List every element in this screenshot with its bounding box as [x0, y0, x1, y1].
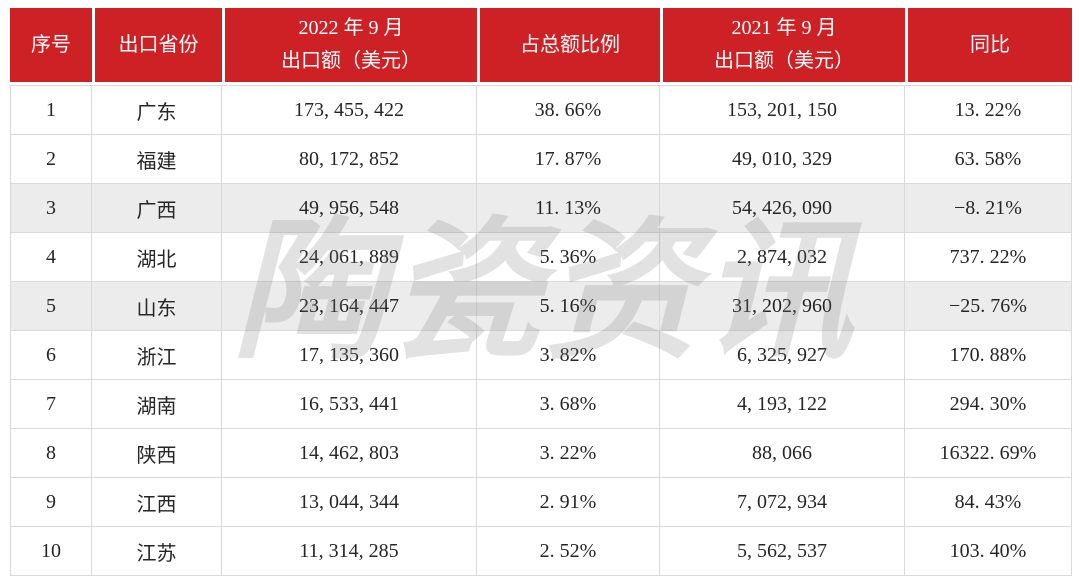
table-row: 8 陕西 14, 462, 803 3. 22% 88, 066 16322. … [10, 429, 1072, 478]
cell-share: 5. 16% [477, 282, 660, 331]
cell-share: 3. 22% [477, 429, 660, 478]
cell-seq: 1 [10, 85, 92, 135]
cell-export-2021: 6, 325, 927 [660, 331, 905, 380]
cell-share: 5. 36% [477, 233, 660, 282]
table-row: 1 广东 173, 455, 422 38. 66% 153, 201, 150… [10, 85, 1072, 135]
header-export-2022-line2: 出口额（美元） [281, 50, 421, 72]
table-body: 1 广东 173, 455, 422 38. 66% 153, 201, 150… [10, 85, 1072, 576]
cell-seq: 5 [10, 282, 92, 331]
table-header: 序号 出口省份 2022 年 9 月 出口额（美元） 占总额比例 2021 年 … [10, 8, 1072, 85]
cell-seq: 10 [10, 527, 92, 576]
cell-yoy: 294. 30% [905, 380, 1072, 429]
table-row: 4 湖北 24, 061, 889 5. 36% 2, 874, 032 737… [10, 233, 1072, 282]
cell-province: 江西 [92, 478, 222, 527]
cell-export-2022: 16, 533, 441 [222, 380, 477, 429]
cell-seq: 9 [10, 478, 92, 527]
cell-yoy: 103. 40% [905, 527, 1072, 576]
cell-share: 2. 91% [477, 478, 660, 527]
cell-export-2022: 49, 956, 548 [222, 184, 477, 233]
cell-yoy: 16322. 69% [905, 429, 1072, 478]
cell-yoy: 737. 22% [905, 233, 1072, 282]
header-export-2022: 2022 年 9 月 出口额（美元） [222, 8, 477, 85]
cell-seq: 8 [10, 429, 92, 478]
cell-province: 湖南 [92, 380, 222, 429]
cell-share: 17. 87% [477, 135, 660, 184]
header-row: 序号 出口省份 2022 年 9 月 出口额（美元） 占总额比例 2021 年 … [10, 8, 1072, 85]
cell-export-2021: 5, 562, 537 [660, 527, 905, 576]
header-export-2021-line2: 出口额（美元） [714, 50, 854, 72]
table-row: 10 江苏 11, 314, 285 2. 52% 5, 562, 537 10… [10, 527, 1072, 576]
header-export-2021-line1: 2021 年 9 月 [731, 17, 837, 39]
cell-province: 广西 [92, 184, 222, 233]
table-row: 6 浙江 17, 135, 360 3. 82% 6, 325, 927 170… [10, 331, 1072, 380]
cell-province: 福建 [92, 135, 222, 184]
cell-seq: 2 [10, 135, 92, 184]
cell-yoy: −25. 76% [905, 282, 1072, 331]
cell-seq: 7 [10, 380, 92, 429]
cell-export-2022: 13, 044, 344 [222, 478, 477, 527]
cell-export-2022: 24, 061, 889 [222, 233, 477, 282]
cell-export-2021: 88, 066 [660, 429, 905, 478]
cell-province: 江苏 [92, 527, 222, 576]
cell-share: 3. 68% [477, 380, 660, 429]
cell-share: 3. 82% [477, 331, 660, 380]
table-row: 3 广西 49, 956, 548 11. 13% 54, 426, 090 −… [10, 184, 1072, 233]
cell-export-2022: 14, 462, 803 [222, 429, 477, 478]
cell-export-2022: 173, 455, 422 [222, 85, 477, 135]
cell-export-2022: 80, 172, 852 [222, 135, 477, 184]
cell-province: 广东 [92, 85, 222, 135]
cell-export-2022: 17, 135, 360 [222, 331, 477, 380]
cell-export-2021: 54, 426, 090 [660, 184, 905, 233]
cell-yoy: 84. 43% [905, 478, 1072, 527]
header-province: 出口省份 [92, 8, 222, 85]
cell-share: 38. 66% [477, 85, 660, 135]
cell-export-2022: 11, 314, 285 [222, 527, 477, 576]
cell-province: 陕西 [92, 429, 222, 478]
cell-province: 湖北 [92, 233, 222, 282]
cell-seq: 6 [10, 331, 92, 380]
header-export-2022-line1: 2022 年 9 月 [298, 17, 404, 39]
cell-yoy: 13. 22% [905, 85, 1072, 135]
cell-yoy: 170. 88% [905, 331, 1072, 380]
cell-province: 山东 [92, 282, 222, 331]
cell-yoy: 63. 58% [905, 135, 1072, 184]
table-row: 7 湖南 16, 533, 441 3. 68% 4, 193, 122 294… [10, 380, 1072, 429]
header-seq: 序号 [10, 8, 92, 85]
table-row: 2 福建 80, 172, 852 17. 87% 49, 010, 329 6… [10, 135, 1072, 184]
cell-export-2022: 23, 164, 447 [222, 282, 477, 331]
cell-export-2021: 7, 072, 934 [660, 478, 905, 527]
cell-export-2021: 4, 193, 122 [660, 380, 905, 429]
table-row: 9 江西 13, 044, 344 2. 91% 7, 072, 934 84.… [10, 478, 1072, 527]
cell-seq: 3 [10, 184, 92, 233]
cell-yoy: −8. 21% [905, 184, 1072, 233]
cell-province: 浙江 [92, 331, 222, 380]
header-share: 占总额比例 [477, 8, 660, 85]
cell-seq: 4 [10, 233, 92, 282]
cell-export-2021: 31, 202, 960 [660, 282, 905, 331]
cell-export-2021: 49, 010, 329 [660, 135, 905, 184]
cell-share: 2. 52% [477, 527, 660, 576]
province-export-table: 序号 出口省份 2022 年 9 月 出口额（美元） 占总额比例 2021 年 … [10, 8, 1072, 576]
header-export-2021: 2021 年 9 月 出口额（美元） [660, 8, 905, 85]
cell-export-2021: 153, 201, 150 [660, 85, 905, 135]
cell-share: 11. 13% [477, 184, 660, 233]
table-row: 5 山东 23, 164, 447 5. 16% 31, 202, 960 −2… [10, 282, 1072, 331]
cell-export-2021: 2, 874, 032 [660, 233, 905, 282]
header-yoy: 同比 [905, 8, 1072, 85]
